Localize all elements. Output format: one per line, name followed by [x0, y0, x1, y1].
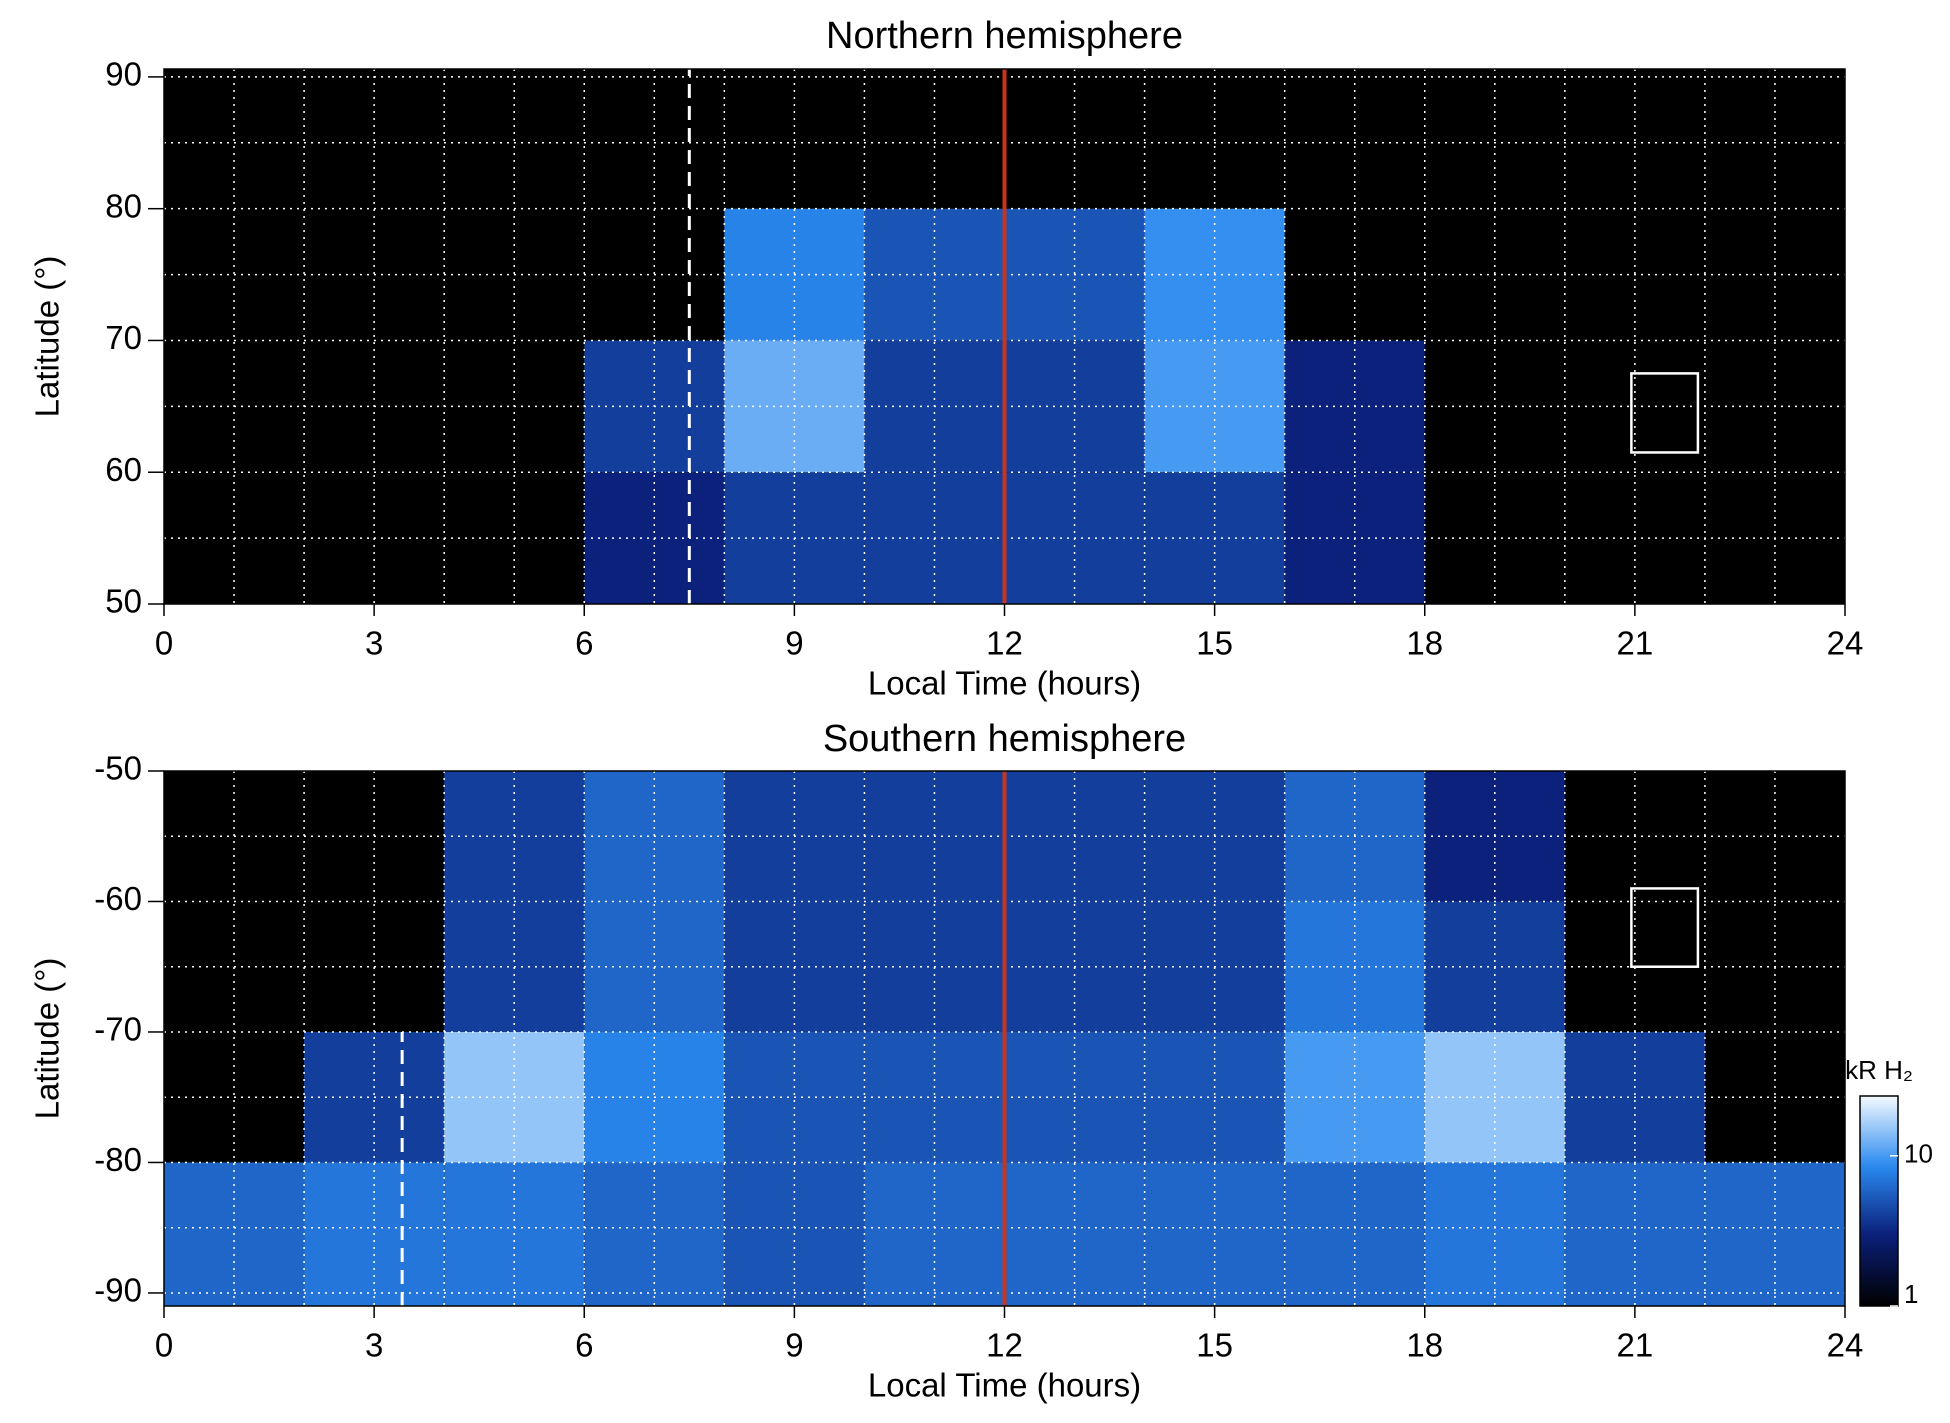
x-axis-label: Local Time (hours) — [868, 1367, 1141, 1404]
y-tick-label: 80 — [105, 187, 142, 224]
x-tick-label: 15 — [1196, 625, 1233, 662]
y-tick-label: -70 — [94, 1011, 142, 1048]
x-tick-label: 21 — [1617, 1327, 1654, 1364]
y-axis-label: Latitude (°) — [29, 958, 66, 1120]
y-tick-label: -60 — [94, 880, 142, 917]
chart-title: Northern hemisphere — [826, 15, 1183, 57]
y-tick-label: -80 — [94, 1141, 142, 1178]
y-tick-label: 60 — [105, 451, 142, 488]
x-tick-label: 12 — [986, 625, 1023, 662]
x-tick-label: 18 — [1406, 625, 1443, 662]
x-tick-label: 3 — [365, 625, 383, 662]
x-tick-label: 0 — [155, 1327, 173, 1364]
x-tick-label: 9 — [785, 625, 803, 662]
region-box — [1630, 887, 1700, 968]
chart-title: Southern hemisphere — [823, 718, 1186, 760]
x-tick-label: 6 — [575, 1327, 593, 1364]
x-axis-label: Local Time (hours) — [868, 665, 1141, 702]
colorbar — [1859, 1095, 1899, 1307]
x-tick-label: 12 — [986, 1327, 1023, 1364]
x-tick-label: 15 — [1196, 1327, 1233, 1364]
y-axis-label: Latitude (°) — [29, 256, 66, 418]
y-tick-label: 70 — [105, 319, 142, 356]
y-tick-label: -90 — [94, 1272, 142, 1309]
x-tick-label: 0 — [155, 625, 173, 662]
y-tick-label: 50 — [105, 583, 142, 620]
colorbar-label: kR H₂ — [1845, 1055, 1913, 1085]
y-tick-label: -50 — [94, 750, 142, 787]
x-tick-label: 6 — [575, 625, 593, 662]
x-tick-label: 3 — [365, 1327, 383, 1364]
x-tick-label: 9 — [785, 1327, 803, 1364]
colorbar-tick-label: 10 — [1904, 1139, 1933, 1169]
region-box — [1630, 372, 1700, 454]
x-tick-label: 21 — [1617, 625, 1654, 662]
x-tick-label: 24 — [1827, 625, 1864, 662]
x-tick-label: 18 — [1406, 1327, 1443, 1364]
y-tick-label: 90 — [105, 56, 142, 93]
x-tick-label: 24 — [1827, 1327, 1864, 1364]
colorbar-tick-label: 1 — [1904, 1279, 1918, 1309]
